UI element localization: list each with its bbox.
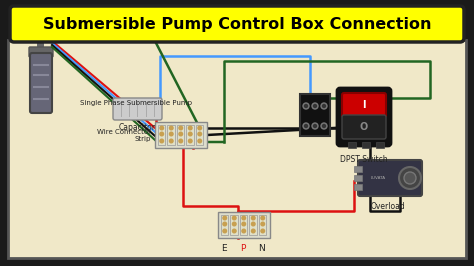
Bar <box>300 94 330 136</box>
Circle shape <box>169 139 173 143</box>
Bar <box>259 215 266 235</box>
Text: I: I <box>362 100 366 110</box>
Circle shape <box>160 126 164 130</box>
Bar <box>362 142 370 148</box>
Circle shape <box>242 222 246 226</box>
FancyBboxPatch shape <box>342 115 386 139</box>
Circle shape <box>169 126 173 130</box>
Text: Capacitor: Capacitor <box>119 123 156 132</box>
Circle shape <box>251 229 255 233</box>
Text: LUVATA: LUVATA <box>371 176 385 180</box>
Circle shape <box>304 124 308 127</box>
Circle shape <box>321 123 327 129</box>
Text: Wire Connector
Strip: Wire Connector Strip <box>97 128 151 142</box>
Circle shape <box>223 216 227 220</box>
Bar <box>155 122 207 148</box>
Bar <box>354 175 362 181</box>
Text: O: O <box>360 122 368 132</box>
Circle shape <box>198 132 201 136</box>
Circle shape <box>189 139 192 143</box>
Circle shape <box>232 222 236 226</box>
Circle shape <box>313 105 317 107</box>
Circle shape <box>404 172 416 184</box>
Bar <box>376 142 384 148</box>
Bar <box>167 125 175 145</box>
Bar <box>196 125 203 145</box>
Circle shape <box>312 103 318 109</box>
Text: P: P <box>240 244 246 253</box>
Circle shape <box>198 126 201 130</box>
Bar <box>354 166 362 172</box>
Circle shape <box>242 216 246 220</box>
Bar <box>218 212 270 238</box>
Text: N: N <box>259 244 265 253</box>
FancyBboxPatch shape <box>337 88 391 146</box>
Text: E: E <box>221 244 227 253</box>
Circle shape <box>304 105 308 107</box>
Circle shape <box>251 222 255 226</box>
FancyBboxPatch shape <box>113 98 162 120</box>
Circle shape <box>189 126 192 130</box>
Circle shape <box>160 139 164 143</box>
Circle shape <box>232 229 236 233</box>
Circle shape <box>303 103 309 109</box>
Bar <box>230 215 238 235</box>
Text: Submersible Pump Control Box Connection: Submersible Pump Control Box Connection <box>43 16 431 31</box>
Circle shape <box>251 216 255 220</box>
Bar <box>348 142 356 148</box>
FancyBboxPatch shape <box>30 53 52 113</box>
Circle shape <box>160 132 164 136</box>
FancyBboxPatch shape <box>342 93 386 117</box>
Circle shape <box>321 103 327 109</box>
Circle shape <box>179 126 182 130</box>
Circle shape <box>232 216 236 220</box>
Bar <box>158 125 165 145</box>
Circle shape <box>399 167 421 189</box>
Circle shape <box>261 222 264 226</box>
Text: Single Phase Submersible Pump: Single Phase Submersible Pump <box>80 100 192 106</box>
FancyBboxPatch shape <box>10 6 464 42</box>
Bar <box>177 125 184 145</box>
Circle shape <box>261 216 264 220</box>
Circle shape <box>223 229 227 233</box>
Circle shape <box>312 123 318 129</box>
Bar <box>186 125 194 145</box>
Bar <box>240 215 247 235</box>
Circle shape <box>322 105 326 107</box>
Circle shape <box>169 132 173 136</box>
FancyBboxPatch shape <box>29 47 53 57</box>
Bar <box>354 184 362 190</box>
Text: DPST Switch: DPST Switch <box>340 155 388 164</box>
Circle shape <box>261 229 264 233</box>
Circle shape <box>179 139 182 143</box>
Bar <box>249 215 257 235</box>
Text: Overload: Overload <box>371 202 405 211</box>
FancyBboxPatch shape <box>358 160 422 196</box>
Circle shape <box>198 139 201 143</box>
Circle shape <box>242 229 246 233</box>
Circle shape <box>303 123 309 129</box>
Circle shape <box>223 222 227 226</box>
Bar <box>221 215 228 235</box>
Circle shape <box>313 124 317 127</box>
Bar <box>8 40 466 258</box>
Circle shape <box>179 132 182 136</box>
Circle shape <box>322 124 326 127</box>
Circle shape <box>189 132 192 136</box>
